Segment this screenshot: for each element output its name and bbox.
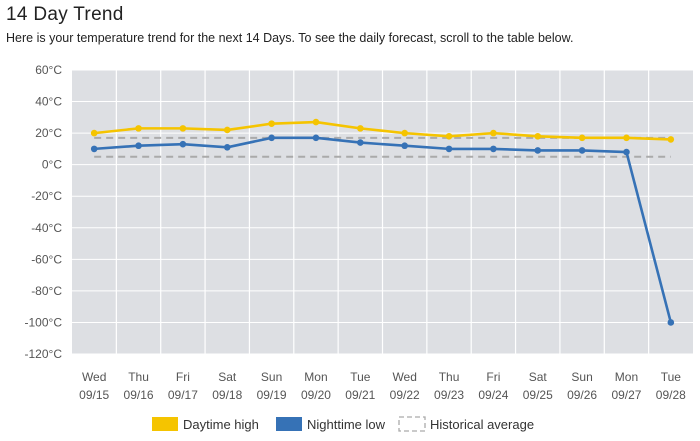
- daytime-high-point: [578, 134, 586, 142]
- x-tick-date: 09/26: [567, 388, 597, 402]
- nighttime-low-legend-label: Nighttime low: [307, 417, 386, 432]
- nighttime-low-point: [534, 147, 542, 154]
- nighttime-low-point: [578, 147, 586, 154]
- daytime-high-point: [490, 129, 497, 137]
- x-tick-day: Fri: [176, 370, 190, 384]
- x-tick-day: Mon: [615, 370, 638, 384]
- x-tick-date: 09/24: [478, 388, 508, 402]
- x-tick-day: Thu: [128, 370, 149, 384]
- daytime-high-point: [357, 125, 364, 132]
- x-tick-date: 09/22: [390, 388, 420, 402]
- daytime-high-point: [312, 118, 320, 126]
- x-tick-date: 09/28: [656, 388, 686, 402]
- nighttime-low-point: [90, 145, 98, 153]
- x-tick-date: 09/15: [79, 388, 109, 402]
- x-tick-date: 09/25: [523, 388, 553, 402]
- x-tick-day: Sun: [571, 370, 592, 384]
- nighttime-low-point: [667, 319, 675, 326]
- nighttime-low-point: [223, 144, 231, 151]
- historical-average-legend-label: Historical average: [430, 417, 534, 432]
- x-tick-date: 09/21: [345, 388, 375, 402]
- y-tick-label: -100°C: [25, 315, 63, 329]
- nighttime-low-point: [179, 140, 187, 148]
- daytime-high-point: [223, 126, 231, 134]
- x-tick-day: Wed: [82, 370, 106, 384]
- historical-average-legend-swatch: [398, 416, 426, 432]
- x-tick-date: 09/23: [434, 388, 464, 402]
- daytime-high-point: [401, 129, 408, 137]
- nighttime-low-point: [401, 142, 408, 150]
- y-tick-label: -40°C: [31, 221, 62, 235]
- nighttime-low-point: [445, 145, 453, 153]
- x-tick-day: Tue: [661, 370, 682, 384]
- y-tick-label: -60°C: [31, 252, 62, 266]
- daytime-high-line: [94, 120, 671, 141]
- y-tick-label: 20°C: [35, 126, 62, 140]
- daytime-high-point: [667, 136, 675, 143]
- x-tick-day: Thu: [439, 370, 460, 384]
- daytime-high-legend-swatch: [152, 417, 178, 431]
- nighttime-low-point: [357, 139, 364, 146]
- nighttime-low-point: [312, 134, 320, 142]
- nighttime-low-point: [135, 142, 142, 150]
- nighttime-low-point: [268, 134, 275, 142]
- nighttime-low-legend-swatch: [276, 417, 302, 431]
- x-tick-day: Sat: [218, 370, 237, 384]
- y-tick-label: 40°C: [35, 95, 62, 109]
- x-tick-day: Mon: [304, 370, 327, 384]
- x-tick-day: Sun: [261, 370, 282, 384]
- nighttime-low-line: [94, 136, 673, 323]
- daytime-high-point: [268, 120, 275, 127]
- daytime-high-point: [534, 132, 542, 140]
- y-tick-label: 60°C: [35, 63, 62, 77]
- daytime-high-legend-label: Daytime high: [183, 417, 259, 432]
- daytime-high-point: [445, 132, 453, 140]
- daytime-high-point: [179, 125, 187, 132]
- nighttime-low-point: [490, 145, 497, 153]
- x-tick-date: 09/18: [212, 388, 242, 402]
- y-tick-label: 0°C: [42, 158, 62, 172]
- y-tick-label: -80°C: [31, 284, 62, 298]
- x-tick-date: 09/19: [257, 388, 287, 402]
- x-tick-date: 09/20: [301, 388, 331, 402]
- y-tick-label: -20°C: [31, 189, 62, 203]
- page-title: 14 Day Trend: [6, 4, 124, 25]
- x-tick-day: Fri: [486, 370, 500, 384]
- x-tick-day: Sat: [529, 370, 548, 384]
- x-tick-day: Wed: [392, 370, 416, 384]
- daytime-high-point: [90, 129, 98, 137]
- x-tick-date: 09/27: [611, 388, 641, 402]
- daytime-high-point: [623, 134, 630, 142]
- page-subtitle: Here is your temperature trend for the n…: [6, 31, 574, 45]
- x-tick-date: 09/16: [124, 388, 154, 402]
- y-tick-label: -120°C: [25, 347, 63, 361]
- x-tick-day: Tue: [350, 370, 371, 384]
- x-tick-date: 09/17: [168, 388, 198, 402]
- nighttime-low-point: [623, 148, 630, 156]
- daytime-high-point: [135, 125, 142, 132]
